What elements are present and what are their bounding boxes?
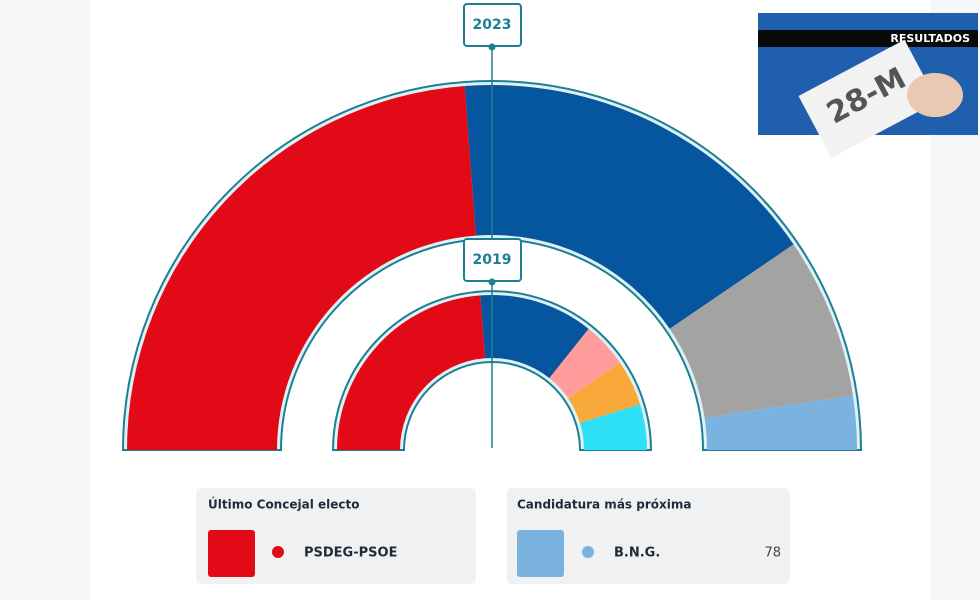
banner: RESULTADOS 28-M bbox=[758, 13, 978, 158]
party-swatch bbox=[517, 530, 564, 577]
card-bg bbox=[196, 488, 476, 584]
party-name: PSDEG-PSOE bbox=[304, 546, 397, 561]
year-label: 2023 bbox=[473, 17, 512, 33]
party-swatch bbox=[208, 530, 255, 577]
closest-card: Candidatura más próxima B.N.G. 78 bbox=[507, 488, 790, 584]
hand bbox=[907, 73, 963, 117]
seat-segment bbox=[549, 328, 621, 399]
votes: 78 bbox=[764, 546, 781, 561]
card-bg bbox=[507, 488, 790, 584]
seat-segment bbox=[669, 244, 853, 418]
hemicycles bbox=[121, 80, 863, 451]
year-dot bbox=[488, 43, 496, 51]
seat-segment bbox=[337, 295, 486, 450]
year-dot bbox=[488, 278, 496, 286]
party-name: B.N.G. bbox=[614, 546, 660, 561]
card-title: Último Concejal electo bbox=[208, 497, 359, 512]
seat-segment bbox=[579, 404, 647, 450]
banner-bar bbox=[758, 30, 978, 47]
card-title: Candidatura más próxima bbox=[517, 498, 691, 512]
ballot-card bbox=[798, 39, 938, 158]
seat-segment bbox=[568, 362, 641, 423]
seat-segment bbox=[127, 86, 476, 450]
party-dot bbox=[582, 546, 594, 558]
last-elected-card: Último Concejal electo PSDEG-PSOE bbox=[196, 488, 476, 584]
seat-segment bbox=[704, 395, 857, 450]
year-label: 2019 bbox=[473, 252, 512, 268]
banner-badge: RESULTADOS bbox=[890, 32, 970, 45]
seat-segment bbox=[464, 85, 794, 329]
seat-segment bbox=[480, 294, 589, 379]
party-dot bbox=[272, 546, 284, 558]
